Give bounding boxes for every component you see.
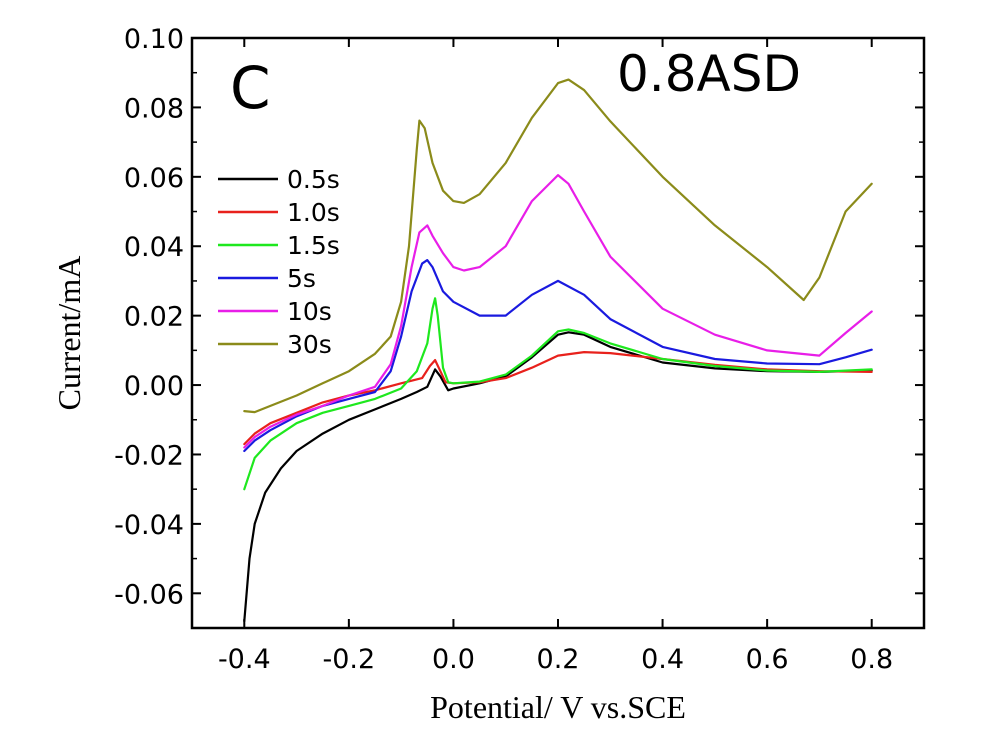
legend-label-10s: 10s	[287, 297, 332, 326]
y-tick-label: 0.10	[124, 24, 184, 55]
y-tick-label: 0.06	[124, 163, 184, 194]
x-tick-label: 0.6	[746, 644, 789, 675]
y-axis-title: Current/mA	[51, 256, 87, 411]
y-tick-label: -0.06	[114, 579, 184, 610]
y-tick-label: -0.02	[114, 440, 184, 471]
y-tick-label: 0.08	[124, 93, 184, 124]
legend-label-5s: 5s	[287, 264, 316, 293]
y-tick-label: 0.00	[124, 371, 184, 402]
axis-ticks	[192, 37, 924, 629]
x-tick-label: -0.2	[323, 644, 376, 675]
x-tick-label: 0.4	[641, 644, 684, 675]
x-axis-title: Potential/ V vs.SCE	[430, 689, 686, 725]
x-tick-labels: -0.4 -0.2 0.0 0.2 0.4 0.6 0.8	[218, 644, 893, 675]
series-line-30s	[243, 78, 873, 414]
y-tick-labels: -0.06 -0.04 -0.02 0.00 0.02 0.04 0.06 0.08 0.10	[114, 24, 184, 610]
legend-label-1.5s: 1.5s	[287, 231, 340, 260]
x-tick-label: 0.0	[432, 644, 475, 675]
series-line-10s	[243, 174, 873, 449]
y-tick-label: -0.04	[114, 510, 184, 541]
x-tick-label: 0.8	[850, 644, 893, 675]
legend-label-0.5s: 0.5s	[287, 165, 340, 194]
y-tick-label: 0.04	[124, 232, 184, 263]
series-line-1.0s	[243, 351, 873, 446]
condition-label: 0.8ASD	[617, 45, 801, 103]
series-line-0.5s	[243, 331, 873, 623]
series-line-1.5s	[243, 297, 873, 491]
panel-letter: C	[230, 54, 271, 122]
legend-label-30s: 30s	[287, 330, 332, 359]
x-tick-label: 0.2	[537, 644, 580, 675]
legend: 0.5s 1.0s 1.5s 5s 10s 30s	[218, 165, 340, 359]
series-lines	[243, 78, 873, 623]
x-tick-label: -0.4	[218, 644, 271, 675]
legend-label-1.0s: 1.0s	[287, 198, 340, 227]
y-tick-label: 0.02	[124, 302, 184, 333]
